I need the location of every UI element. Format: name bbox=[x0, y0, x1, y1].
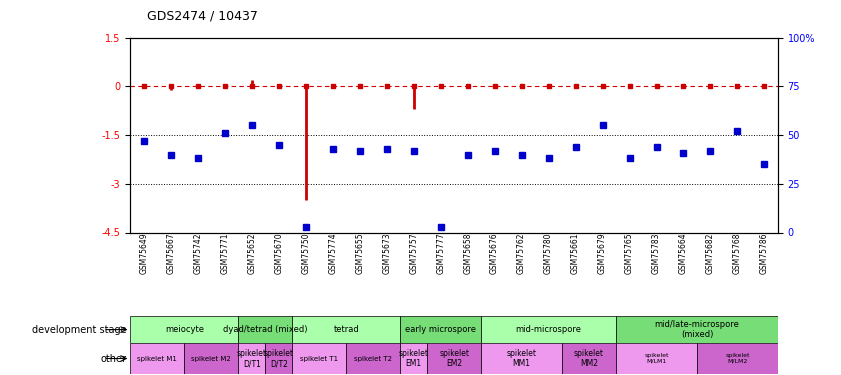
Text: spikelet T2: spikelet T2 bbox=[354, 356, 392, 362]
Bar bbox=[562, 343, 616, 374]
Text: GSM75742: GSM75742 bbox=[193, 232, 203, 274]
Text: spikelet M2: spikelet M2 bbox=[192, 356, 231, 362]
Bar bbox=[481, 343, 562, 374]
Text: spikelet T1: spikelet T1 bbox=[300, 356, 338, 362]
Text: GSM75762: GSM75762 bbox=[517, 232, 526, 274]
Text: GSM75658: GSM75658 bbox=[463, 232, 472, 274]
Text: development stage: development stage bbox=[31, 325, 126, 334]
Text: GSM75771: GSM75771 bbox=[220, 232, 230, 274]
Bar bbox=[481, 316, 616, 343]
Text: GSM75679: GSM75679 bbox=[598, 232, 607, 274]
Text: GSM75655: GSM75655 bbox=[355, 232, 364, 274]
Text: tetrad: tetrad bbox=[333, 325, 359, 334]
Text: meiocyte: meiocyte bbox=[165, 325, 204, 334]
Text: GSM75774: GSM75774 bbox=[328, 232, 337, 274]
Text: GSM75676: GSM75676 bbox=[490, 232, 499, 274]
Bar bbox=[427, 343, 481, 374]
Text: mid-microspore: mid-microspore bbox=[516, 325, 582, 334]
Text: GSM75757: GSM75757 bbox=[410, 232, 418, 274]
Text: GDS2474 / 10437: GDS2474 / 10437 bbox=[147, 9, 258, 22]
Text: dyad/tetrad (mixed): dyad/tetrad (mixed) bbox=[223, 325, 308, 334]
Text: GSM75750: GSM75750 bbox=[301, 232, 310, 274]
Bar bbox=[184, 343, 238, 374]
Text: GSM75682: GSM75682 bbox=[706, 232, 715, 274]
Text: spikelet
M/LM2: spikelet M/LM2 bbox=[725, 353, 749, 364]
Bar bbox=[130, 343, 184, 374]
Text: GSM75768: GSM75768 bbox=[733, 232, 742, 274]
Text: GSM75765: GSM75765 bbox=[625, 232, 634, 274]
Text: GSM75649: GSM75649 bbox=[140, 232, 148, 274]
Text: spikelet
MM1: spikelet MM1 bbox=[506, 349, 537, 368]
Bar bbox=[238, 316, 293, 343]
Text: early microspore: early microspore bbox=[405, 325, 476, 334]
Text: mid/late-microspore
(mixed): mid/late-microspore (mixed) bbox=[654, 320, 739, 339]
Text: spikelet
MM2: spikelet MM2 bbox=[574, 349, 604, 368]
Bar bbox=[346, 343, 400, 374]
Text: spikelet M1: spikelet M1 bbox=[137, 356, 177, 362]
Bar bbox=[130, 316, 238, 343]
Text: spikelet
D/T2: spikelet D/T2 bbox=[264, 349, 294, 368]
Text: spikelet
M/LM1: spikelet M/LM1 bbox=[644, 353, 669, 364]
Text: spikelet
EM2: spikelet EM2 bbox=[439, 349, 469, 368]
Text: GSM75664: GSM75664 bbox=[679, 232, 688, 274]
Bar bbox=[616, 343, 697, 374]
Text: GSM75786: GSM75786 bbox=[760, 232, 769, 274]
Text: GSM75783: GSM75783 bbox=[652, 232, 661, 274]
Text: GSM75661: GSM75661 bbox=[571, 232, 580, 274]
Bar bbox=[400, 316, 481, 343]
Text: GSM75652: GSM75652 bbox=[247, 232, 257, 274]
Text: other: other bbox=[100, 354, 126, 363]
Bar bbox=[265, 343, 292, 374]
Bar bbox=[293, 316, 400, 343]
Bar bbox=[616, 316, 778, 343]
Bar bbox=[238, 343, 265, 374]
Bar bbox=[400, 343, 427, 374]
Text: GSM75780: GSM75780 bbox=[544, 232, 553, 274]
Text: GSM75777: GSM75777 bbox=[436, 232, 445, 274]
Bar bbox=[697, 343, 778, 374]
Text: GSM75673: GSM75673 bbox=[382, 232, 391, 274]
Bar bbox=[293, 343, 346, 374]
Text: GSM75667: GSM75667 bbox=[167, 232, 175, 274]
Text: spikelet
EM1: spikelet EM1 bbox=[399, 349, 429, 368]
Text: spikelet
D/T1: spikelet D/T1 bbox=[237, 349, 267, 368]
Text: GSM75670: GSM75670 bbox=[274, 232, 283, 274]
